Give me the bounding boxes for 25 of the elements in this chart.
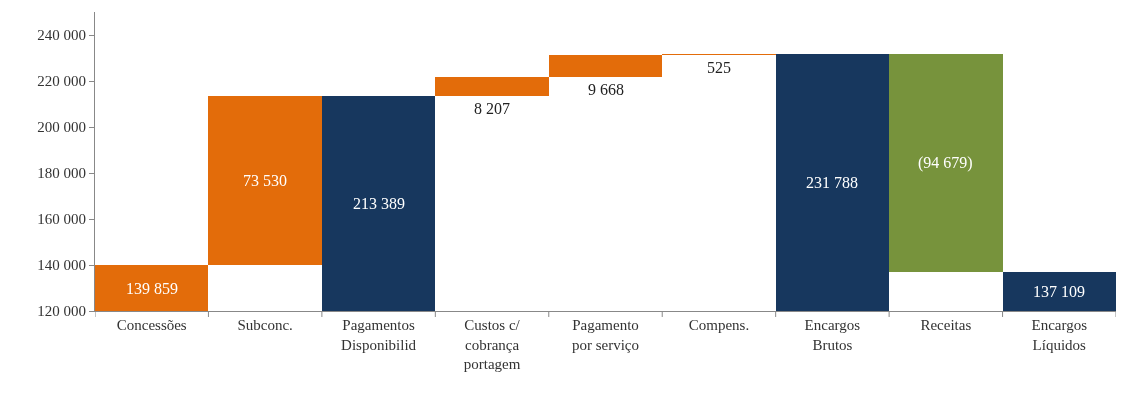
x-tick-label: Encargos Líquidos xyxy=(1031,317,1088,353)
y-tick-label: 160 000 xyxy=(37,211,86,228)
data-label: 139 859 xyxy=(126,280,178,297)
data-label: (94 679) xyxy=(918,154,973,172)
data-label: 8 207 xyxy=(474,100,510,117)
x-tick-label: Encargos Brutos xyxy=(804,317,861,353)
y-tick-label: 140 000 xyxy=(37,257,86,274)
x-tick-label: Subconc. xyxy=(237,317,293,333)
data-label: 137 109 xyxy=(1033,283,1085,300)
x-tick-label: Pagamento por serviço xyxy=(571,317,640,353)
data-label: 525 xyxy=(707,59,731,76)
x-tick-label: Concessões xyxy=(116,317,187,333)
x-tick-label: Compens. xyxy=(688,317,750,333)
y-tick-label: 220 000 xyxy=(37,73,86,90)
data-label: 73 530 xyxy=(243,172,287,189)
y-tick-label: 180 000 xyxy=(37,165,86,182)
data-label: 231 788 xyxy=(806,174,858,191)
data-label: 9 668 xyxy=(588,81,624,98)
x-tick-label: Receitas xyxy=(920,317,972,333)
x-tick-label: Pagamentos Disponibilid xyxy=(341,317,417,353)
data-label: 213 389 xyxy=(353,195,405,212)
x-tick-label: Custos c/ cobrança portagem xyxy=(463,317,521,372)
y-tick-label: 240 000 xyxy=(37,27,86,44)
y-tick-label: 120 000 xyxy=(37,303,86,320)
y-tick-label: 200 000 xyxy=(37,119,86,136)
